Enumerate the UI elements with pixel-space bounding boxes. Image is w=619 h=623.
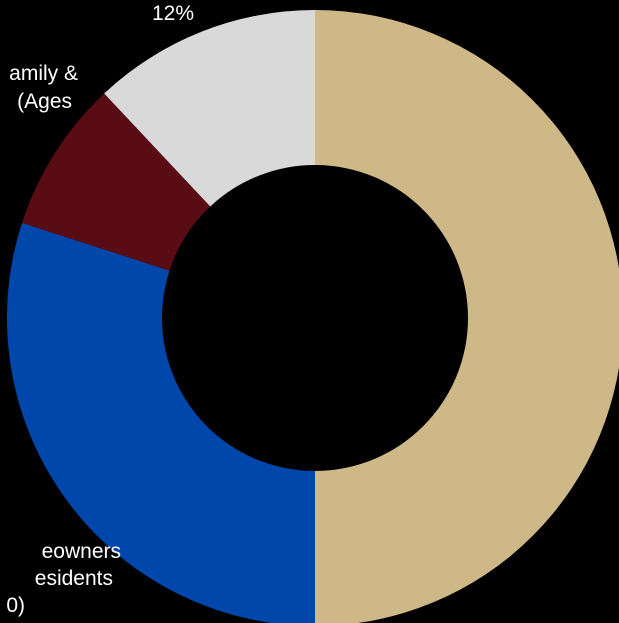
- data-label-12-percent: 12%: [152, 2, 195, 25]
- slice-tan: [315, 10, 619, 623]
- homeowners-label-line-3: 0): [6, 594, 25, 617]
- slice-blue: [7, 222, 315, 623]
- homeowners-label-clipped: eowners esidents 0): [0, 540, 122, 623]
- donut-slices: [7, 10, 619, 623]
- family-label-line-1: amily &: [9, 62, 78, 85]
- homeowners-label-line-1: eowners: [41, 540, 121, 563]
- slice-maroon: [22, 93, 211, 271]
- homeowners-label-line-2: esidents: [34, 567, 113, 590]
- slice-gray: [104, 10, 316, 207]
- family-label-line-2: (Ages: [17, 90, 72, 113]
- family-label-clipped: amily & (Ages: [0, 60, 80, 120]
